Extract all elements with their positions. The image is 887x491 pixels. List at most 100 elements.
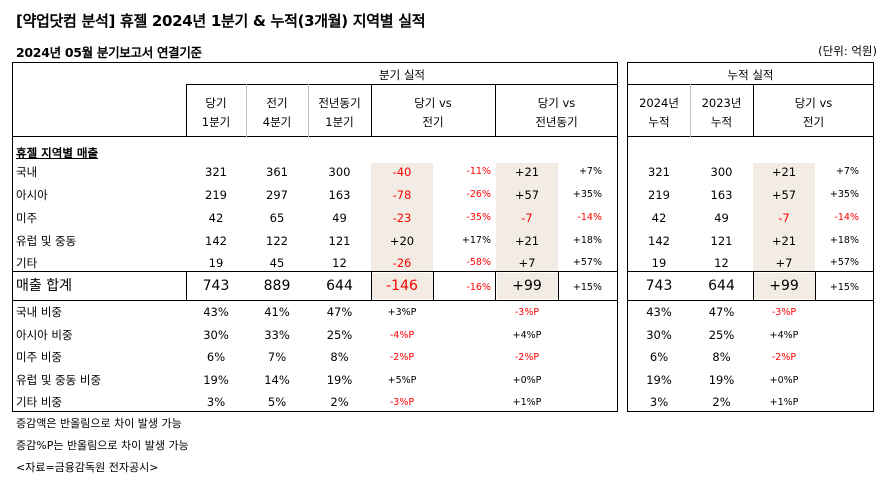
- ratio-c-prev: 19%: [708, 373, 735, 387]
- total-c-cur: 743: [645, 278, 673, 294]
- total-q-cur: 743: [202, 278, 230, 294]
- cell-q-pct-yoy: +18%: [572, 235, 602, 246]
- ratio-q-diff-prev: -3%P: [389, 397, 415, 408]
- cell-q-pct-prev: -58%: [466, 257, 491, 268]
- row-label: 유럽 및 중동: [16, 234, 77, 248]
- total-label: 매출 합계: [16, 278, 72, 294]
- cell-q-diff-yoy: +21: [514, 165, 540, 179]
- cell-q-pct-prev: +17%: [461, 235, 491, 246]
- ratio-q-prev: 7%: [267, 350, 287, 364]
- cell-c-cur: 321: [648, 165, 670, 179]
- ratio-c-diff: -2%P: [771, 352, 797, 363]
- cell-c-diff: +21: [771, 165, 797, 179]
- total-c-diff: +99: [769, 278, 799, 294]
- cell-c-prev: 12: [714, 256, 729, 270]
- ratio-q-prev: 33%: [264, 328, 290, 342]
- highlight-total-cd: [754, 273, 815, 299]
- ratio-c-cur: 6%: [649, 350, 669, 364]
- ratio-q-diff-yoy: -2%P: [514, 352, 540, 363]
- cell-c-cur: 142: [648, 234, 670, 248]
- ratio-q-diff-prev: -4%P: [389, 330, 415, 341]
- cum-header-bottom-line: [627, 136, 874, 137]
- cell-q-prev: 297: [266, 188, 288, 202]
- ratio-q-yoy: 25%: [326, 328, 353, 342]
- ratio-c-cur: 43%: [646, 305, 672, 319]
- highlight-q-vs-yoy: [496, 163, 558, 271]
- cell-q-cur: 142: [205, 234, 227, 248]
- total-q-prev: 889: [263, 278, 291, 294]
- cell-c-prev: 121: [710, 234, 733, 248]
- header-q-prev-l2: 4분기: [262, 115, 292, 129]
- total-bottom-line: [12, 300, 618, 301]
- ratio-q-prev: 14%: [264, 373, 290, 387]
- cell-q-diff-prev: -40: [392, 165, 412, 179]
- header-q-vs-prev-l2: 전기: [422, 115, 444, 129]
- ratio-q-yoy: 8%: [330, 350, 349, 364]
- total-divider: [495, 271, 496, 300]
- cell-q-prev: 65: [269, 211, 285, 225]
- quarter-group-header: 분기 실적: [379, 68, 425, 82]
- cum-total-top-line: [627, 271, 874, 272]
- cell-q-pct-prev: -35%: [466, 212, 491, 223]
- cell-q-pct-prev: -11%: [466, 166, 491, 177]
- cell-c-diff: -7: [778, 211, 790, 225]
- cell-q-pct-prev: -26%: [466, 189, 491, 200]
- ratio-q-prev: 5%: [267, 395, 287, 409]
- header-q-cur-l1: 당기: [205, 96, 227, 110]
- highlight-c-vs: [753, 163, 815, 271]
- cell-q-pct-yoy: +57%: [572, 257, 602, 268]
- cell-c-pct: -14%: [834, 212, 859, 223]
- cell-q-pct-yoy: -14%: [577, 212, 602, 223]
- total-q-diff-prev: -146: [386, 278, 418, 294]
- cell-c-pct: +35%: [829, 189, 859, 200]
- cell-q-cur: 42: [208, 211, 224, 225]
- ratio-c-cur: 30%: [646, 328, 672, 342]
- row-label: 아시아: [16, 188, 48, 202]
- total-q-pct-prev: -16%: [466, 282, 491, 293]
- cell-q-pct-yoy: +35%: [572, 189, 602, 200]
- cell-c-pct: +57%: [829, 257, 859, 268]
- col-divider: [371, 84, 372, 137]
- cell-q-prev: 122: [266, 234, 288, 248]
- header-bottom-line: [12, 136, 618, 137]
- cell-q-diff-yoy: +7: [518, 256, 536, 270]
- total-divider: [371, 271, 372, 300]
- ratio-label: 미주 비중: [16, 350, 62, 364]
- total-c-pct: +15%: [829, 282, 859, 293]
- header-c-vs-l1: 당기 vs: [794, 96, 833, 110]
- unit-label: (단위: 억원): [818, 44, 877, 58]
- cell-q-diff-yoy: +21: [514, 234, 540, 248]
- total-q-diff-yoy: +99: [512, 278, 542, 294]
- cell-q-cur: 321: [205, 165, 227, 179]
- note-rounding-amount: 증감액은 반올림으로 차이 발생 가능: [16, 417, 182, 430]
- header-q-yoy-l1: 전년동기: [318, 96, 361, 110]
- col-divider: [246, 84, 247, 137]
- ratio-c-cur: 3%: [649, 395, 669, 409]
- ratio-c-diff: +0%P: [769, 375, 799, 386]
- ratio-q-diff-yoy: +0%P: [512, 375, 542, 386]
- col-divider: [690, 84, 691, 137]
- cell-q-yoy: 49: [332, 211, 347, 225]
- highlight-q-vs-prev: [371, 163, 433, 271]
- ratio-label: 유럽 및 중동 비중: [16, 373, 102, 387]
- ratio-q-diff-yoy: +4%P: [512, 330, 542, 341]
- cell-c-prev: 300: [710, 165, 733, 179]
- header-c-vs-l2: 전기: [802, 115, 825, 129]
- col-divider: [495, 84, 496, 137]
- header-c-cur-l2: 누적: [648, 115, 670, 129]
- highlight-total-d2: [497, 273, 558, 299]
- cell-q-diff-prev: -26: [392, 256, 412, 270]
- cell-c-prev: 163: [710, 188, 733, 202]
- header-q-vs-prev-l1: 당기 vs: [414, 96, 452, 110]
- cum-total-bottom-line: [627, 300, 874, 301]
- section-label: 휴젤 지역별 매출: [16, 146, 99, 160]
- ratio-q-cur: 6%: [206, 350, 226, 364]
- header-q-yoy-l2: 1분기: [325, 115, 354, 129]
- highlight-total-d1: [372, 273, 433, 299]
- total-divider: [186, 271, 187, 300]
- ratio-q-cur: 43%: [203, 305, 229, 319]
- col-divider: [186, 84, 187, 137]
- cell-c-pct: +18%: [829, 235, 859, 246]
- cell-q-diff-prev: -78: [392, 188, 412, 202]
- ratio-q-yoy: 47%: [326, 305, 353, 319]
